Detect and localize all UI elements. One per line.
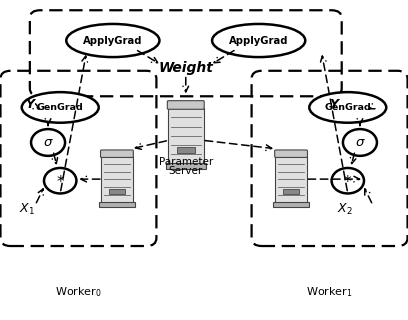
Ellipse shape bbox=[66, 24, 160, 57]
Text: Worker$_1$: Worker$_1$ bbox=[306, 285, 353, 299]
Text: Worker$_0$: Worker$_0$ bbox=[55, 285, 102, 299]
FancyBboxPatch shape bbox=[168, 108, 204, 164]
FancyBboxPatch shape bbox=[100, 150, 133, 157]
FancyBboxPatch shape bbox=[273, 202, 309, 207]
Text: $*$: $*$ bbox=[55, 173, 65, 188]
Text: GenGrad: GenGrad bbox=[324, 103, 371, 112]
Ellipse shape bbox=[332, 168, 364, 194]
Text: GenGrad: GenGrad bbox=[37, 103, 84, 112]
Text: $\sigma$: $\sigma$ bbox=[355, 136, 365, 149]
FancyBboxPatch shape bbox=[101, 156, 133, 203]
Ellipse shape bbox=[212, 24, 305, 57]
Ellipse shape bbox=[44, 168, 76, 194]
FancyBboxPatch shape bbox=[283, 189, 299, 194]
FancyBboxPatch shape bbox=[177, 148, 195, 154]
Text: Parameter: Parameter bbox=[159, 156, 213, 167]
FancyBboxPatch shape bbox=[275, 150, 308, 157]
Ellipse shape bbox=[343, 129, 377, 156]
Text: Weight: Weight bbox=[158, 60, 213, 75]
FancyBboxPatch shape bbox=[166, 163, 206, 169]
Text: $\boldsymbol{X_1}$: $\boldsymbol{X_1}$ bbox=[19, 202, 35, 217]
Ellipse shape bbox=[22, 92, 99, 123]
Text: $\boldsymbol{X_2}$: $\boldsymbol{X_2}$ bbox=[337, 202, 353, 217]
FancyBboxPatch shape bbox=[109, 189, 125, 194]
FancyBboxPatch shape bbox=[99, 202, 135, 207]
Text: Server: Server bbox=[169, 166, 203, 176]
Ellipse shape bbox=[309, 92, 386, 123]
Text: ApplyGrad: ApplyGrad bbox=[83, 36, 143, 45]
Text: ApplyGrad: ApplyGrad bbox=[229, 36, 288, 45]
Text: $\sigma$: $\sigma$ bbox=[43, 136, 53, 149]
Ellipse shape bbox=[31, 129, 65, 156]
Text: $*$: $*$ bbox=[343, 173, 353, 188]
FancyBboxPatch shape bbox=[275, 156, 307, 203]
FancyBboxPatch shape bbox=[167, 101, 204, 109]
Text: $\boldsymbol{Y}$: $\boldsymbol{Y}$ bbox=[25, 98, 37, 111]
Text: $\boldsymbol{Y}$: $\boldsymbol{Y}$ bbox=[329, 98, 341, 111]
